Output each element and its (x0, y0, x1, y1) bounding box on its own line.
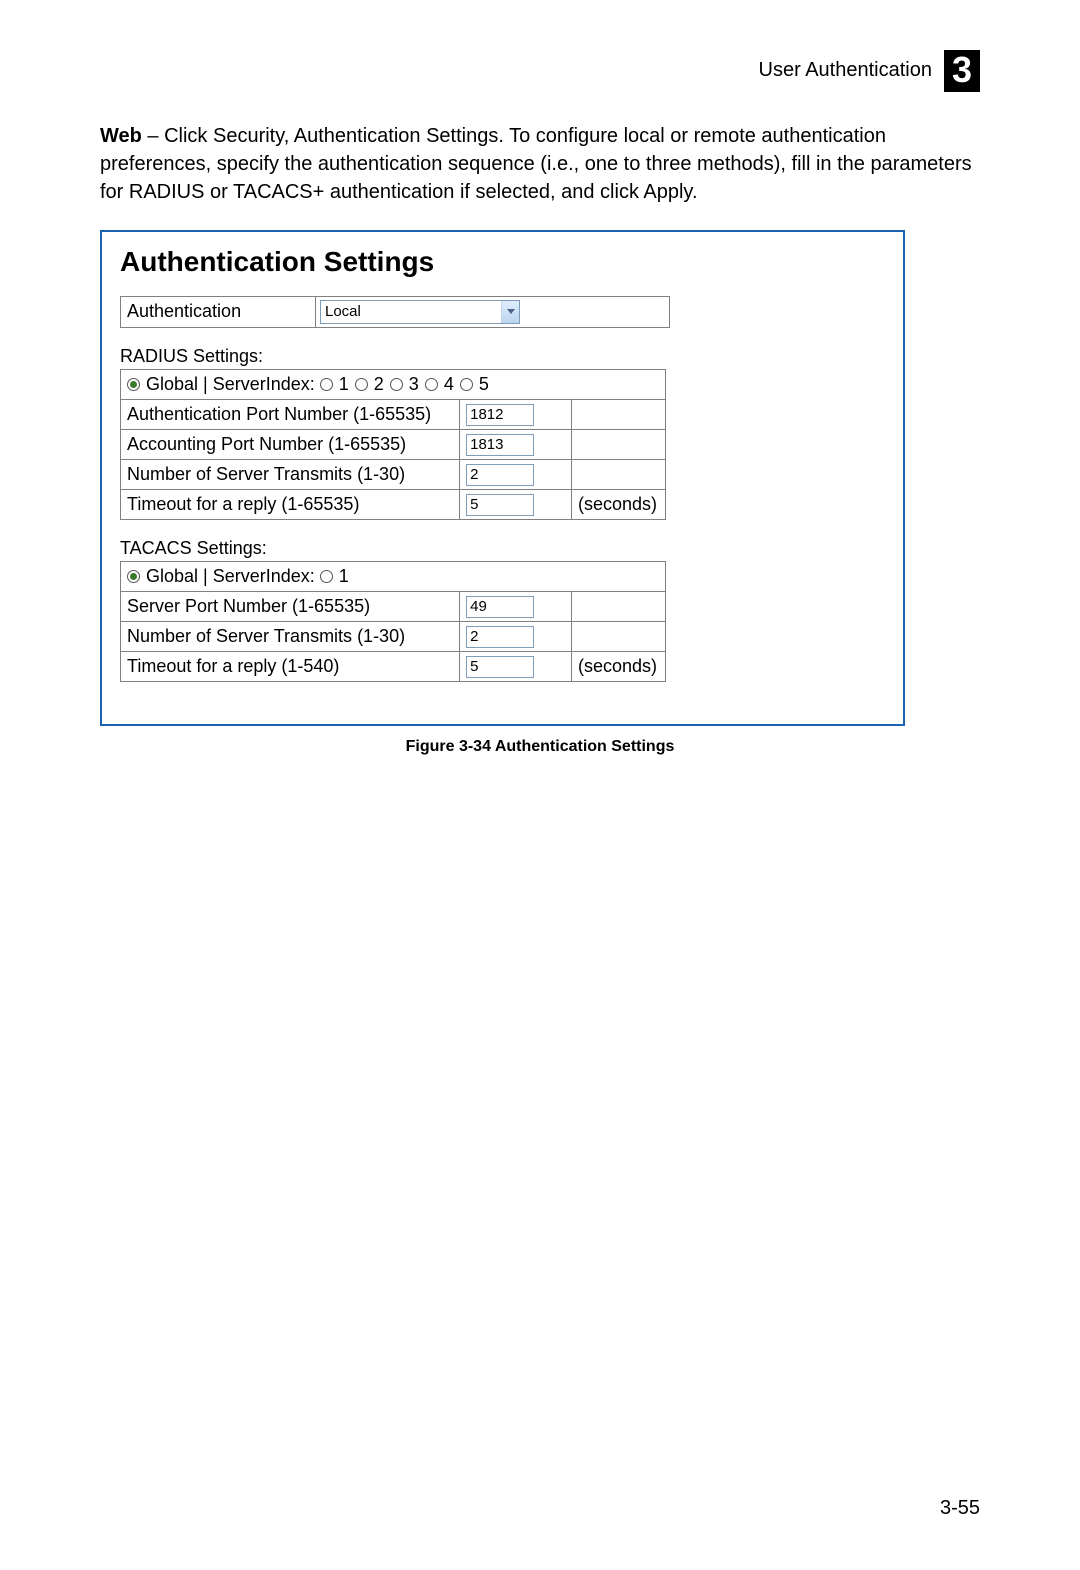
radius-serverindex-label-2: 2 (369, 374, 384, 394)
radius-row-label: Timeout for a reply (1-65535) (121, 489, 460, 519)
radius-row: Accounting Port Number (1-65535) 1813 (121, 429, 666, 459)
tacacs-row-label: Server Port Number (1-65535) (121, 591, 460, 621)
radius-serverindex-radio-4[interactable] (425, 378, 438, 391)
panel-title: Authentication Settings (120, 246, 885, 278)
auth-select[interactable]: Local (320, 300, 520, 324)
page-header: User Authentication 3 (100, 50, 980, 92)
auth-select-chevron[interactable] (501, 301, 519, 323)
radius-serverindex-radio-1[interactable] (320, 378, 333, 391)
tacacs-row-input-cell: 5 (460, 651, 572, 681)
radius-input-2[interactable]: 2 (466, 464, 534, 486)
auth-row: Authentication Local (120, 296, 670, 328)
figure-caption: Figure 3-34 Authentication Settings (100, 738, 980, 756)
tacacs-row: Server Port Number (1-65535) 49 (121, 591, 666, 621)
radius-row: Timeout for a reply (1-65535) 5 (seconds) (121, 489, 666, 519)
radius-row-unit (571, 399, 665, 429)
radius-row: Number of Server Transmits (1-30) 2 (121, 459, 666, 489)
radius-global-radio[interactable] (127, 378, 140, 391)
chevron-down-icon (507, 309, 515, 314)
tacacs-global-radio[interactable] (127, 570, 140, 583)
tacacs-input-2[interactable]: 5 (466, 656, 534, 678)
auth-select-cell: Local (316, 297, 669, 327)
auth-select-value: Local (321, 303, 501, 320)
tacacs-input-0[interactable]: 49 (466, 596, 534, 618)
tacacs-serverindex-label-1: 1 (334, 566, 349, 586)
radius-serverindex-label-5: 5 (474, 374, 489, 394)
radius-serverindex-radio-2[interactable] (355, 378, 368, 391)
radius-serverindex-label-4: 4 (439, 374, 454, 394)
radius-row-label: Authentication Port Number (1-65535) (121, 399, 460, 429)
tacacs-input-1[interactable]: 2 (466, 626, 534, 648)
radius-row: Authentication Port Number (1-65535) 1812 (121, 399, 666, 429)
auth-settings-panel: Authentication Settings Authentication L… (100, 230, 905, 726)
tacacs-scope-row: Global | ServerIndex: 1 (121, 561, 666, 591)
radius-row-label: Number of Server Transmits (1-30) (121, 459, 460, 489)
radius-scope-label: Global | ServerIndex: (141, 374, 320, 394)
tacacs-scope-label: Global | ServerIndex: (141, 566, 320, 586)
tacacs-row-input-cell: 2 (460, 621, 572, 651)
tacacs-row: Timeout for a reply (1-540) 5 (seconds) (121, 651, 666, 681)
auth-label: Authentication (121, 297, 316, 327)
radius-serverindex-radio-5[interactable] (460, 378, 473, 391)
tacacs-row-unit (571, 591, 665, 621)
header-section-title: User Authentication (759, 59, 932, 82)
radius-row-input-cell: 2 (460, 459, 572, 489)
tacacs-row-label: Timeout for a reply (1-540) (121, 651, 460, 681)
radius-serverindex-label-1: 1 (334, 374, 349, 394)
radius-serverindex-radio-3[interactable] (390, 378, 403, 391)
radius-section-label: RADIUS Settings: (120, 346, 885, 367)
radius-input-3[interactable]: 5 (466, 494, 534, 516)
intro-bold: Web (100, 125, 142, 147)
radius-row-unit (571, 429, 665, 459)
radius-row-unit: (seconds) (571, 489, 665, 519)
tacacs-row-label: Number of Server Transmits (1-30) (121, 621, 460, 651)
page-number: 3-55 (940, 1497, 980, 1520)
radius-row-unit (571, 459, 665, 489)
tacacs-table: Global | ServerIndex: 1 Server Port Numb… (120, 561, 666, 682)
intro-paragraph: Web – Click Security, Authentication Set… (100, 122, 980, 206)
tacacs-scope-cell: Global | ServerIndex: 1 (121, 561, 666, 591)
tacacs-serverindex-radio-1[interactable] (320, 570, 333, 583)
radius-table: Global | ServerIndex: 1 2 3 4 5 Authenti… (120, 369, 666, 520)
tacacs-row-input-cell: 49 (460, 591, 572, 621)
tacacs-row: Number of Server Transmits (1-30) 2 (121, 621, 666, 651)
radius-input-1[interactable]: 1813 (466, 434, 534, 456)
chapter-badge: 3 (944, 50, 980, 92)
radius-row-input-cell: 1812 (460, 399, 572, 429)
radius-row-input-cell: 1813 (460, 429, 572, 459)
radius-scope-row: Global | ServerIndex: 1 2 3 4 5 (121, 369, 666, 399)
intro-rest: – Click Security, Authentication Setting… (100, 125, 972, 203)
radius-serverindex-label-3: 3 (404, 374, 419, 394)
tacacs-row-unit: (seconds) (571, 651, 665, 681)
radius-row-label: Accounting Port Number (1-65535) (121, 429, 460, 459)
tacacs-section-label: TACACS Settings: (120, 538, 885, 559)
radius-input-0[interactable]: 1812 (466, 404, 534, 426)
radius-row-input-cell: 5 (460, 489, 572, 519)
radius-scope-cell: Global | ServerIndex: 1 2 3 4 5 (121, 369, 666, 399)
tacacs-row-unit (571, 621, 665, 651)
